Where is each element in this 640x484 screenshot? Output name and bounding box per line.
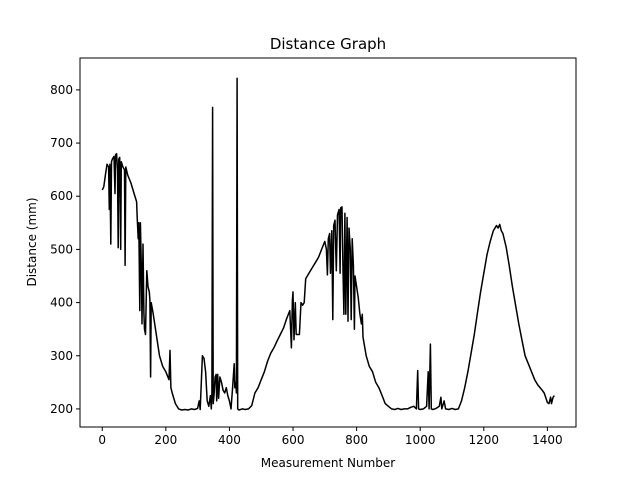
chart-title: Distance Graph	[270, 35, 386, 53]
y-tick-label: 500	[50, 242, 73, 256]
x-tick-label: 0	[98, 433, 106, 447]
x-tick-label: 800	[345, 433, 368, 447]
plot-area-frame	[79, 57, 577, 428]
y-axis-label: Distance (mm)	[25, 197, 39, 286]
y-tick-label: 700	[50, 136, 73, 150]
y-tick-label: 400	[50, 296, 73, 310]
x-tick-label: 1200	[469, 433, 500, 447]
y-tick-label: 200	[50, 402, 73, 416]
y-axis-ticks: 200 300 400 500 600 700 800	[50, 83, 80, 416]
y-tick-label: 600	[50, 189, 73, 203]
x-tick-label: 1400	[532, 433, 563, 447]
y-tick-label: 800	[50, 83, 73, 97]
x-axis-ticks: 0 200 400 600 800 1000 1200 1400	[98, 427, 563, 447]
y-tick-label: 300	[50, 349, 73, 363]
x-tick-label: 600	[282, 433, 305, 447]
series-line	[101, 77, 555, 411]
x-axis-label: Measurement Number	[261, 456, 395, 470]
x-tick-label: 400	[218, 433, 241, 447]
x-tick-label: 200	[154, 433, 177, 447]
x-tick-label: 1000	[405, 433, 436, 447]
